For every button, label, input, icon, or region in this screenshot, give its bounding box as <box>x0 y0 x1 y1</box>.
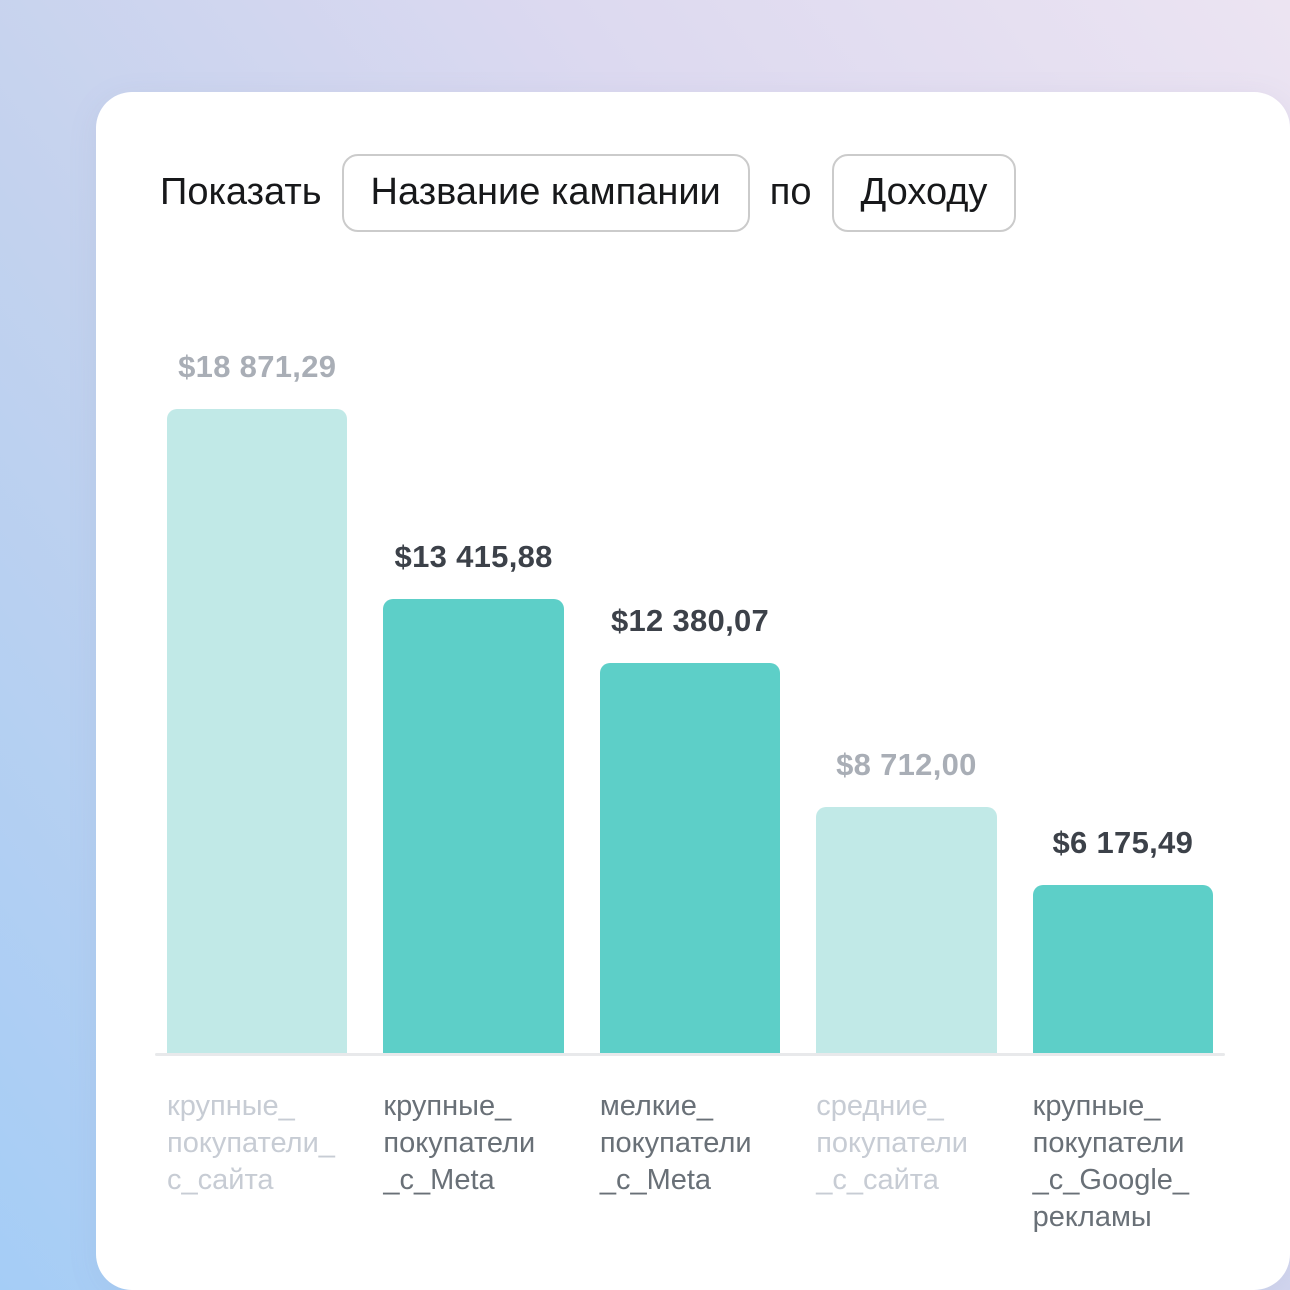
by-label: по <box>769 171 812 214</box>
show-label: Показать <box>160 171 322 214</box>
bar-category-label: крупные_ покупатели _с_Meta <box>383 1090 536 1196</box>
bar-value-label: $18 871,29 <box>178 349 337 384</box>
bar-category-label: крупные_ покупатели_ с_сайта <box>167 1090 335 1196</box>
bar-value-label: $8 712,00 <box>836 747 977 782</box>
bar-value-label: $12 380,07 <box>610 603 770 638</box>
bar-column: $18 871,29 <box>167 349 348 1053</box>
bar[interactable]: $18 871,29 <box>167 349 348 1053</box>
bar-category-label: крупные_ покупатели _с_Google_ рекламы <box>1032 1090 1190 1233</box>
category-labels-row: крупные_ покупатели_ с_сайта крупные_ пок… <box>155 1088 1225 1236</box>
metric-select-button[interactable]: Доходу <box>831 154 1017 232</box>
bar[interactable]: $13 415,88 <box>383 539 564 1053</box>
bar-column: $6 175,49 <box>1032 825 1214 1053</box>
bar-column: $12 380,07 <box>599 603 781 1053</box>
chart-card: Показать Название кампании по Доходу $18… <box>96 92 1290 1290</box>
x-axis-line <box>155 1053 1225 1056</box>
bar-column: $8 712,00 <box>816 747 997 1053</box>
bar-value-label: $13 415,88 <box>394 539 553 574</box>
bar-category-label: средние_ покупатели _с_сайта <box>816 1090 969 1196</box>
bar[interactable]: $6 175,49 <box>1032 825 1214 1053</box>
bar[interactable]: $8 712,00 <box>816 747 997 1053</box>
bar-column: $13 415,88 <box>383 539 564 1053</box>
dimension-select-button[interactable]: Название кампании <box>341 154 750 232</box>
bar-chart: $18 871,29 $13 415,88 $12 380,07 $8 712,00 $… <box>155 349 1225 1236</box>
toolbar: Показать Название кампании по Доходу <box>160 154 1017 232</box>
bar-category-label: мелкие_ покупатели _с_Meta <box>599 1090 752 1196</box>
bar[interactable]: $12 380,07 <box>599 603 781 1053</box>
bar-value-label: $6 175,49 <box>1052 825 1194 860</box>
bars-row: $18 871,29 $13 415,88 $12 380,07 $8 712,00 $… <box>155 349 1225 1053</box>
